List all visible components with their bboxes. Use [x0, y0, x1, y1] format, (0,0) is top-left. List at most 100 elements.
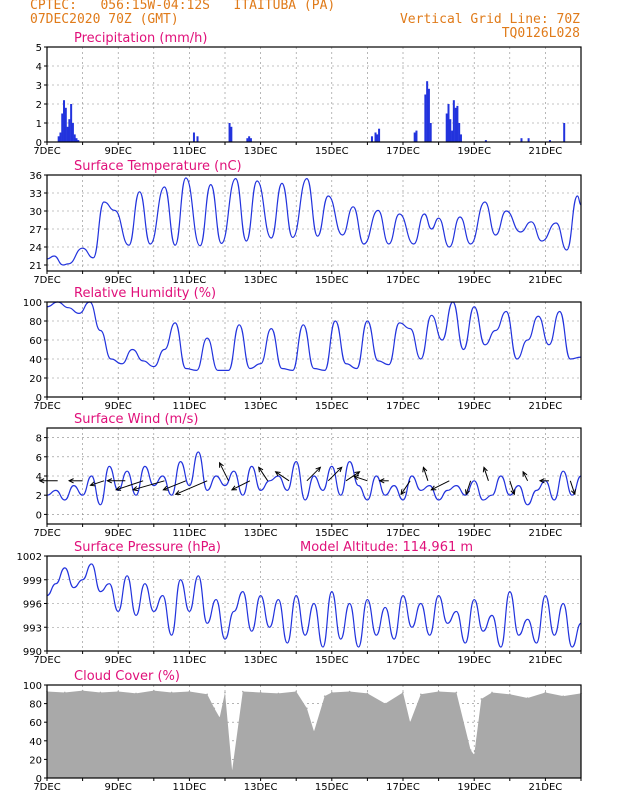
precip-xtick-label: 9DEC	[105, 146, 132, 157]
wind-arrow-head	[522, 470, 528, 477]
cloud-area	[47, 690, 581, 778]
precip-bar	[370, 136, 373, 142]
header-run-date: 07DEC2020 70Z (GMT)	[30, 12, 179, 27]
wind-ytick-label: 6	[36, 453, 42, 464]
wind-ytick-label: 0	[36, 510, 42, 521]
rh-ytick-label: 40	[29, 355, 42, 366]
wind-arrow	[258, 467, 269, 482]
wind-arrow	[327, 466, 343, 482]
wind-xtick-label: 7DEC	[33, 528, 60, 539]
precip-ytick-label: 5	[36, 43, 42, 54]
temp-xtick-label: 19DEC	[457, 275, 491, 286]
wind-xtick-label: 17DEC	[386, 528, 420, 539]
cloud-point	[277, 692, 280, 695]
precip-bar	[70, 104, 73, 142]
cloud-point	[402, 691, 404, 694]
rh-frame	[46, 301, 582, 398]
precip-bar	[413, 132, 416, 142]
wind-ytick-label: 2	[36, 491, 42, 502]
cloud-xtick-label: 17DEC	[386, 782, 420, 793]
header-model-code: TQ0126L028	[501, 26, 580, 41]
precip-bar	[424, 94, 427, 142]
press-ytick-label: 996	[23, 600, 42, 611]
wind-arrow	[219, 462, 230, 482]
precip-bar	[71, 123, 74, 142]
cloud-point	[491, 691, 493, 694]
wind-arrow	[115, 480, 144, 491]
precip-bar	[452, 100, 455, 142]
rh-xtick-label: 11DEC	[173, 401, 207, 412]
cloud-point	[153, 689, 155, 692]
rh-xtick-label: 13DEC	[244, 401, 278, 412]
cloud-point	[409, 721, 411, 723]
wind-arrow	[522, 471, 529, 482]
press-xtick-label: 21DEC	[529, 655, 563, 666]
precip-bar	[426, 81, 429, 142]
press-xtick-label: 9DEC	[105, 655, 132, 666]
press-ytick-label: 999	[23, 576, 42, 587]
temp-ytick-label: 24	[29, 243, 42, 254]
precip-bar	[459, 134, 462, 142]
wind-arrow-head	[219, 461, 224, 468]
temp-frame	[46, 174, 582, 272]
cloud-point	[509, 693, 511, 696]
temp-ytick-label: 27	[29, 225, 42, 236]
cloud-point	[306, 707, 308, 710]
precip-frame	[46, 46, 582, 143]
precip-bar	[77, 140, 80, 142]
precip-bar	[427, 88, 430, 142]
cloud-point	[295, 690, 298, 693]
wind-arrow-head	[510, 489, 516, 496]
press-ytick-label: 993	[23, 623, 42, 634]
wind-arrow-head	[538, 478, 545, 484]
precip-bar	[73, 134, 76, 142]
rh-ytick-label: 20	[29, 374, 42, 385]
rh-xtick-label: 17DEC	[386, 401, 420, 412]
wind-xtick-label: 13DEC	[244, 528, 278, 539]
temp-xtick-label: 7DEC	[33, 275, 60, 286]
press-ytick-label: 1002	[17, 552, 42, 563]
precip-xtick-label: 7DEC	[33, 146, 60, 157]
wind-arrow	[483, 467, 489, 481]
cloud-point	[170, 691, 173, 694]
wind-xtick-label: 15DEC	[315, 528, 349, 539]
cloud-point	[64, 691, 66, 694]
wind-frame	[46, 427, 582, 525]
precip-xtick-label: 21DEC	[529, 146, 563, 157]
wind-arrow-head	[106, 478, 113, 484]
precip-bar	[484, 140, 487, 142]
press-xtick-label: 11DEC	[173, 655, 207, 666]
wind-arrow-head	[570, 489, 576, 496]
wind-xtick-label: 21DEC	[529, 528, 563, 539]
wind-line	[46, 451, 582, 506]
wind-arrow	[569, 480, 576, 495]
cloud-point	[218, 716, 221, 719]
wind-arrow	[400, 480, 411, 495]
rh-xtick-label: 9DEC	[105, 401, 132, 412]
precip-bar	[429, 123, 432, 142]
wind-arrow-head	[465, 489, 470, 496]
wind-arrow-head	[38, 478, 45, 484]
precip-bar	[66, 126, 69, 142]
cloud-point	[562, 695, 564, 697]
precip-ytick-label: 2	[36, 100, 42, 111]
precip-bar	[68, 119, 71, 142]
precip-bar	[196, 136, 199, 142]
cloud-xtick-label: 9DEC	[105, 782, 132, 793]
wind-arrow-head	[315, 466, 322, 473]
cloud-point	[480, 698, 483, 700]
precip-bar	[378, 128, 381, 142]
wind-xtick-label: 9DEC	[105, 528, 132, 539]
cloud-ytick-label: 20	[29, 755, 42, 766]
rh-xtick-label: 15DEC	[315, 401, 349, 412]
precip-bar	[192, 132, 195, 142]
rh-title: Relative Humidity (%)	[74, 286, 216, 301]
precip-bar	[456, 105, 459, 142]
wind-arrow	[163, 480, 187, 491]
rh-ytick-label: 60	[29, 336, 42, 347]
press-xtick-label: 7DEC	[33, 655, 60, 666]
precip-bar	[249, 138, 252, 142]
cloud-point	[188, 690, 191, 693]
precip-xtick-label: 11DEC	[173, 146, 207, 157]
rh-ytick-label: 80	[29, 317, 42, 328]
